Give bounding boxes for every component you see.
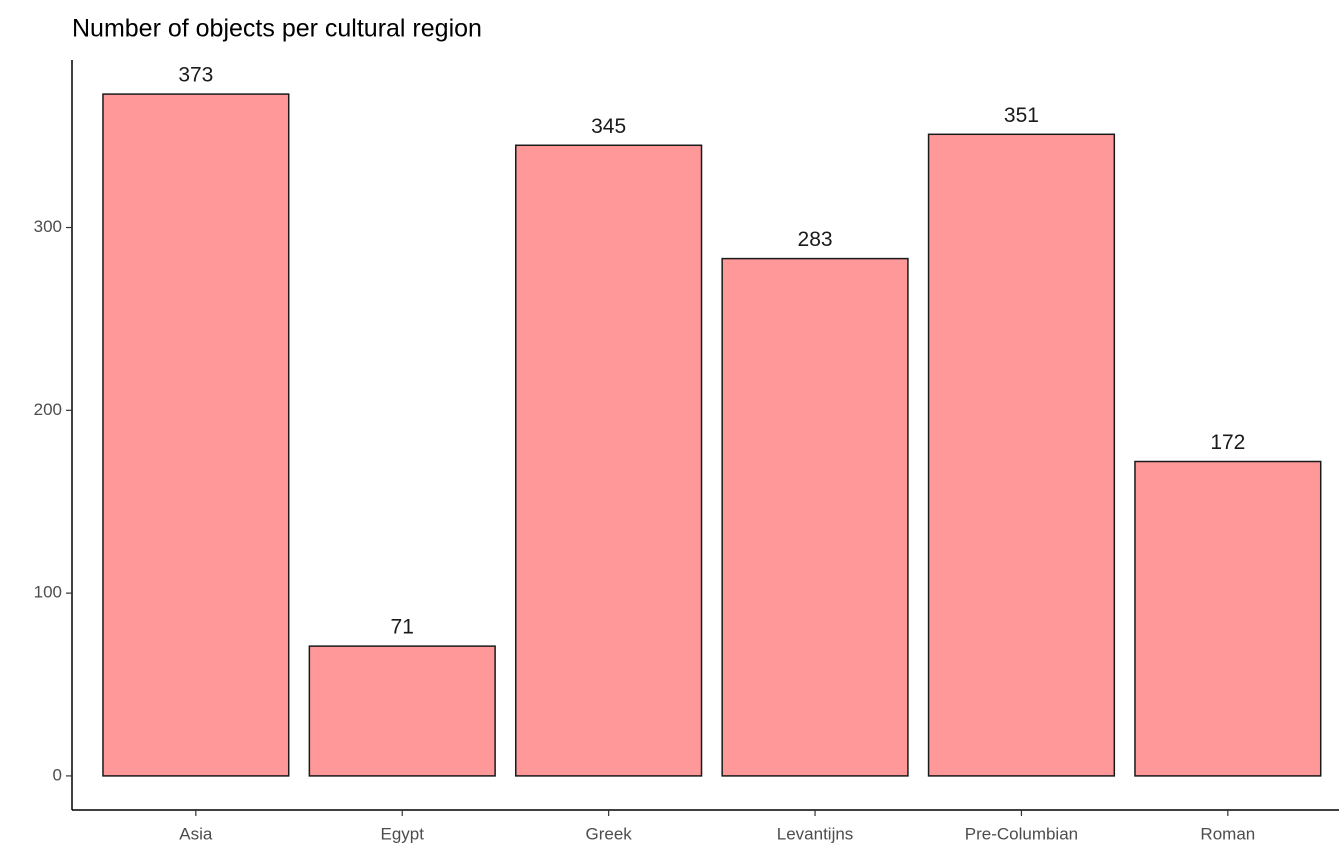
x-tick-label: Greek bbox=[585, 824, 632, 843]
x-tick-label: Pre-Columbian bbox=[965, 824, 1078, 843]
y-tick-label: 200 bbox=[34, 400, 62, 419]
x-tick-label: Asia bbox=[179, 824, 213, 843]
y-tick-label: 300 bbox=[34, 217, 62, 236]
value-label: 283 bbox=[798, 228, 833, 251]
value-label: 351 bbox=[1004, 104, 1039, 127]
x-tick-label: Egypt bbox=[380, 824, 424, 843]
bar bbox=[927, 133, 1116, 777]
bar bbox=[515, 144, 703, 777]
bar bbox=[308, 645, 496, 777]
value-label: 172 bbox=[1210, 431, 1245, 454]
chart-title: Number of objects per cultural region bbox=[72, 15, 482, 43]
bar bbox=[1134, 460, 1322, 777]
bar bbox=[102, 93, 290, 777]
y-tick-label: 0 bbox=[53, 765, 62, 784]
value-label: 345 bbox=[591, 115, 626, 138]
value-label: 373 bbox=[178, 64, 213, 87]
y-tick-label: 100 bbox=[34, 583, 62, 602]
x-tick-label: Roman bbox=[1200, 824, 1255, 843]
x-tick-label: Levantijns bbox=[777, 824, 854, 843]
bar bbox=[721, 257, 909, 777]
value-label: 71 bbox=[391, 616, 414, 639]
